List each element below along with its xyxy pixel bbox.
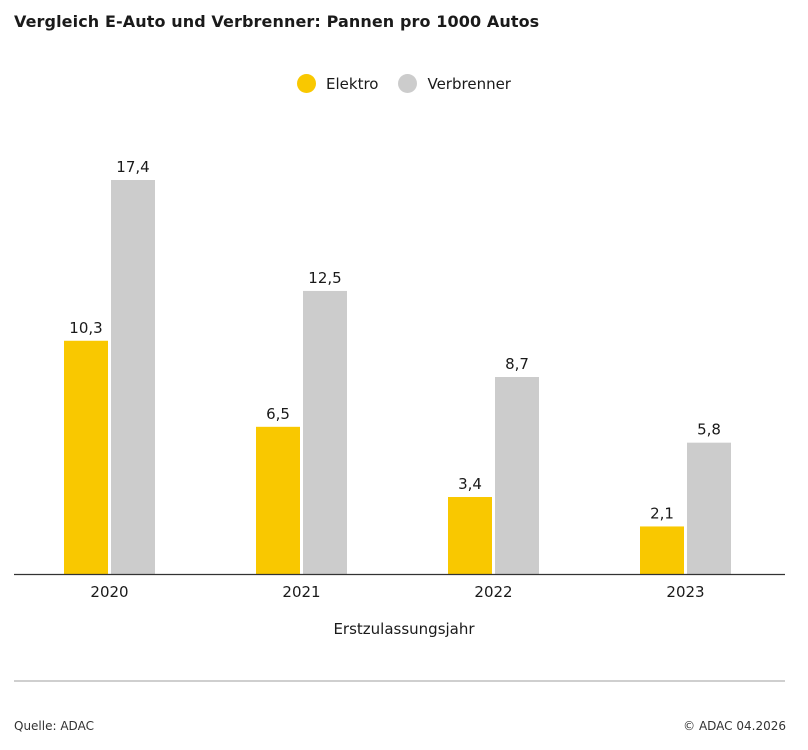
legend-swatch-verbrenner [398,74,418,93]
footer-divider [14,680,785,682]
data-label-elektro-2021: 6,5 [266,405,290,423]
legend-item-elektro: Elektro [297,74,378,93]
data-label-elektro-2020: 10,3 [69,319,102,337]
legend-swatch-elektro [297,74,317,93]
data-label-verbrenner-2023: 5,8 [697,421,721,439]
bar-verbrenner-2022 [495,377,539,574]
data-label-verbrenner-2022: 8,7 [505,355,529,373]
x-tick-label-2020: 2020 [90,583,128,601]
bar-chart: 10,3 17,4 2020 6,5 12,5 2021 3,4 8,7 2022 2,1 5,8 2… [14,158,785,601]
data-label-elektro-2023: 2,1 [650,504,674,522]
data-label-verbrenner-2021: 12,5 [308,269,341,287]
bar-elektro-2022 [448,497,492,574]
bar-elektro-2023 [640,526,684,574]
bar-elektro-2021 [256,426,300,574]
x-axis-title: Erstzulassungsjahr [333,620,475,638]
bar-verbrenner-2020 [111,180,155,574]
chart-title: Vergleich E-Auto und Verbrenner: Pannen … [14,12,540,31]
source-note: Quelle: ADAC [14,719,94,733]
data-label-verbrenner-2020: 17,4 [116,158,149,176]
legend-item-verbrenner: Verbrenner [398,74,511,93]
bar-elektro-2020 [64,340,108,574]
legend-label-elektro: Elektro [326,74,379,93]
copyright-note: © ADAC 04.2026 [683,719,786,733]
x-tick-label-2023: 2023 [666,583,704,601]
x-tick-label-2022: 2022 [474,583,512,601]
x-tick-label-2021: 2021 [282,583,320,601]
bar-verbrenner-2023 [687,442,731,574]
bar-verbrenner-2021 [303,290,347,574]
chart-legend: Elektro Verbrenner [0,74,808,93]
legend-label-verbrenner: Verbrenner [427,74,511,93]
data-label-elektro-2022: 3,4 [458,475,482,493]
